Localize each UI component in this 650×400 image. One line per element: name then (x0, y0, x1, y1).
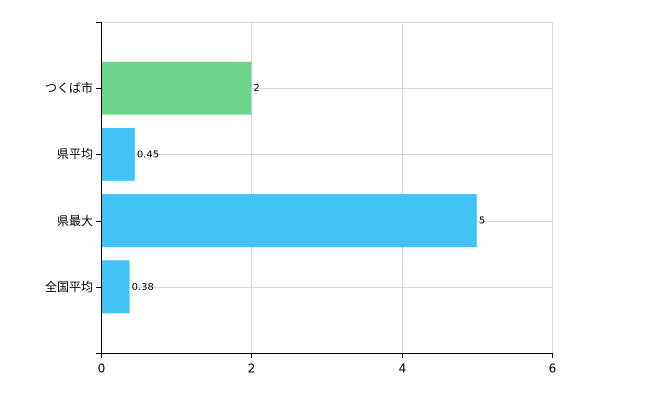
x-tick-label: 0 (98, 362, 106, 376)
bar (101, 61, 252, 115)
x-tick-label: 4 (399, 362, 407, 376)
y-tick-label: 県最大 (57, 214, 93, 228)
x-tick-label: 2 (248, 362, 256, 376)
value-label: 0.38 (132, 282, 154, 293)
y-tick-label: つくば市 (45, 80, 93, 95)
x-tick-label: 6 (549, 362, 557, 376)
y-tick-label: 県平均 (57, 147, 93, 161)
bar (101, 194, 477, 248)
value-label: 0.45 (137, 149, 159, 160)
value-label: 5 (479, 216, 485, 227)
bar (101, 127, 135, 181)
value-label: 2 (253, 83, 259, 94)
y-tick-label: 全国平均 (45, 279, 93, 294)
bar (101, 260, 130, 314)
